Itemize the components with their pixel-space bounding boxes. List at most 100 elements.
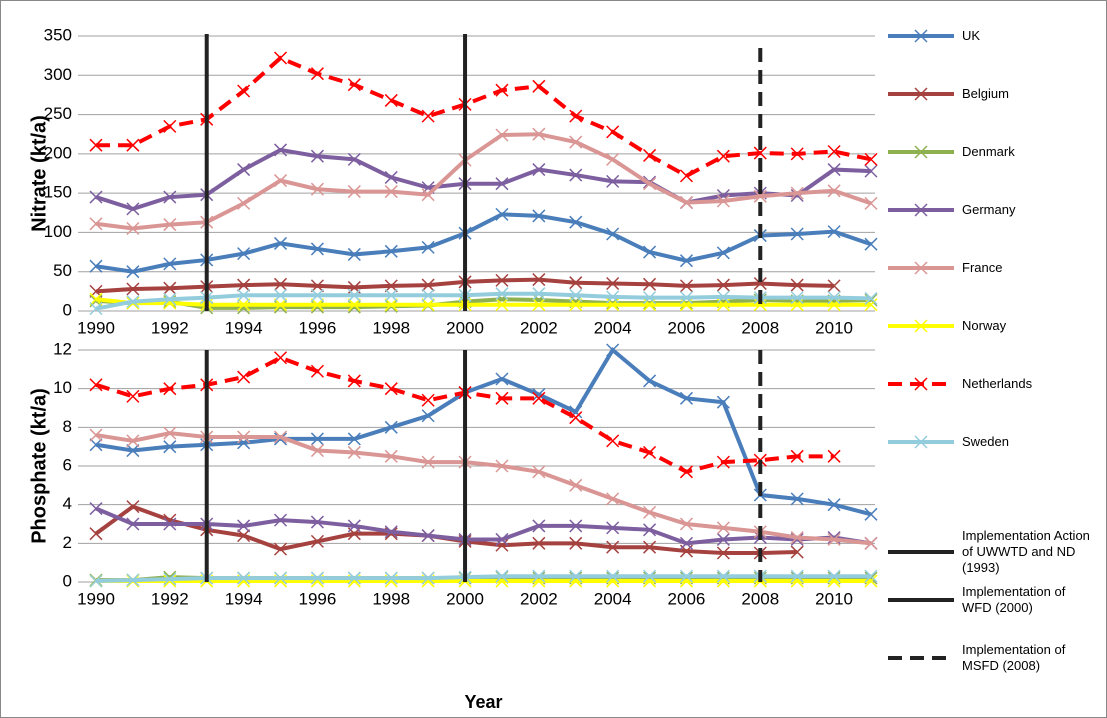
point-marker (273, 542, 288, 556)
legend-entry: Netherlands (886, 376, 1092, 392)
point-marker (569, 519, 583, 533)
point-marker (716, 455, 730, 469)
y-tick-label: 8 (63, 417, 72, 436)
point-marker (864, 152, 878, 166)
point-marker (495, 128, 509, 142)
point-marker (126, 500, 140, 514)
point-marker (384, 298, 398, 312)
point-marker (864, 569, 878, 583)
point-marker (495, 372, 509, 386)
legend-entry: Sweden (886, 434, 1092, 450)
point-marker (864, 298, 878, 312)
point-marker (569, 135, 583, 149)
point-marker (384, 420, 398, 434)
point-marker (237, 370, 251, 384)
point-marker (790, 147, 804, 161)
point-marker (495, 298, 509, 312)
point-marker (606, 569, 620, 583)
point-marker (864, 196, 878, 210)
series-line (95, 147, 872, 211)
point-marker (790, 492, 804, 506)
point-marker (679, 517, 694, 531)
point-marker (679, 465, 694, 479)
legend-label: Implementation Action of UWWTD and ND (1… (962, 528, 1090, 575)
point-marker (421, 529, 435, 543)
x-tick-label: 1998 (372, 318, 410, 337)
point-marker (421, 298, 435, 312)
point-marker (273, 351, 288, 365)
legend-label: Implementation of WFD (2000) (962, 584, 1066, 615)
point-marker (421, 455, 435, 469)
x-tick-label: 2008 (741, 318, 779, 337)
y-tick-label: 0 (63, 571, 72, 590)
point-marker (126, 517, 140, 531)
legend-entry: Belgium (886, 86, 1092, 102)
point-marker (421, 571, 435, 585)
point-marker (421, 393, 435, 407)
point-marker (569, 478, 583, 492)
legend-entry: Germany (886, 202, 1092, 218)
point-marker (347, 432, 361, 446)
legend-entry: France (886, 260, 1092, 276)
legend-label: UK (962, 28, 981, 43)
point-marker (310, 279, 324, 293)
point-marker (827, 449, 841, 463)
point-marker (310, 432, 324, 446)
point-marker (384, 449, 398, 463)
point-marker (679, 279, 694, 293)
y-tick-label: 4 (63, 494, 72, 513)
legend-marker (914, 319, 928, 333)
point-marker (89, 302, 103, 316)
point-marker (163, 382, 177, 396)
point-marker (347, 374, 361, 388)
x-tick-label: 2008 (741, 589, 779, 608)
x-tick-label: 2004 (594, 589, 632, 608)
point-marker (606, 521, 620, 535)
y-tick-label: 200 (44, 143, 72, 162)
point-marker (569, 276, 583, 290)
point-marker (310, 288, 324, 302)
point-marker (126, 138, 140, 152)
point-marker (347, 571, 361, 585)
point-marker (347, 185, 361, 199)
series-line (95, 297, 872, 310)
series-line (95, 574, 871, 584)
x-tick-label: 2000 (446, 589, 484, 608)
legend-marker (914, 377, 928, 391)
point-marker (790, 449, 804, 463)
point-marker (347, 519, 361, 533)
point-marker (753, 146, 767, 160)
point-marker (569, 569, 583, 583)
legend-swatch (888, 598, 954, 602)
point-marker (237, 571, 251, 585)
point-marker (827, 498, 841, 512)
point-marker (679, 391, 694, 405)
point-marker (827, 569, 841, 583)
point-marker (790, 278, 804, 292)
point-marker (753, 276, 767, 291)
point-marker (569, 215, 583, 229)
point-marker (532, 209, 546, 223)
point-marker (89, 502, 103, 516)
point-marker (310, 364, 324, 378)
point-marker (384, 382, 398, 396)
point-marker (827, 291, 841, 305)
point-marker (163, 517, 177, 531)
point-marker (310, 242, 324, 256)
point-marker (310, 571, 324, 585)
point-marker (126, 265, 140, 279)
point-marker (384, 279, 398, 293)
point-marker (790, 227, 804, 241)
point-marker (643, 277, 657, 291)
point-marker (89, 378, 103, 392)
y-tick-label: 100 (44, 222, 72, 241)
legend-swatch (888, 203, 954, 217)
point-marker (790, 186, 804, 200)
y-tick-label: 250 (44, 104, 72, 123)
series-line (96, 55, 872, 179)
point-marker (643, 374, 657, 388)
point-marker (163, 190, 177, 204)
point-marker (606, 290, 620, 304)
legend-swatch (888, 261, 954, 275)
point-marker (864, 164, 878, 178)
